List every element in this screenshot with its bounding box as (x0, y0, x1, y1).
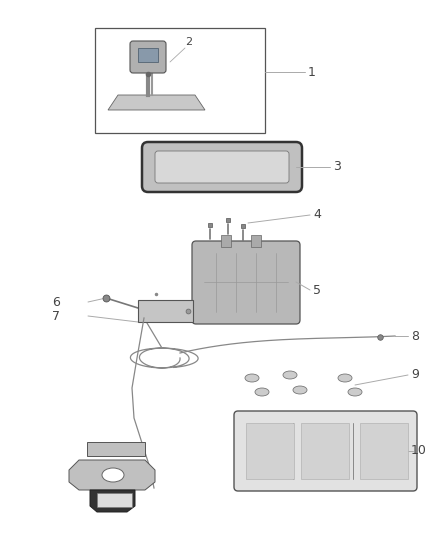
Bar (97, 493, 132, 507)
Bar (246, 423, 294, 479)
Ellipse shape (245, 374, 259, 382)
Text: 4: 4 (313, 208, 321, 222)
Bar (301, 423, 349, 479)
FancyBboxPatch shape (155, 151, 289, 183)
Ellipse shape (255, 388, 269, 396)
Text: 2: 2 (185, 37, 192, 47)
Polygon shape (108, 95, 205, 110)
FancyBboxPatch shape (234, 411, 417, 491)
Ellipse shape (102, 468, 124, 482)
FancyBboxPatch shape (192, 241, 300, 324)
FancyBboxPatch shape (130, 41, 166, 73)
Text: 9: 9 (411, 368, 419, 382)
Text: 7: 7 (52, 310, 60, 322)
Bar (95, 28, 265, 133)
Text: 10: 10 (411, 445, 427, 457)
Text: 3: 3 (333, 160, 341, 174)
Text: 8: 8 (411, 329, 419, 343)
Text: 5: 5 (313, 284, 321, 296)
Bar (251, 235, 261, 247)
Ellipse shape (283, 371, 297, 379)
Bar (138, 300, 193, 322)
Polygon shape (69, 460, 155, 490)
Text: 1: 1 (308, 66, 316, 78)
Ellipse shape (348, 388, 362, 396)
Bar (138, 48, 158, 62)
Bar (360, 423, 408, 479)
FancyBboxPatch shape (142, 142, 302, 192)
Bar (221, 235, 231, 247)
Bar (87, 442, 145, 456)
Ellipse shape (338, 374, 352, 382)
Text: 6: 6 (52, 295, 60, 309)
Polygon shape (90, 490, 135, 512)
Ellipse shape (293, 386, 307, 394)
